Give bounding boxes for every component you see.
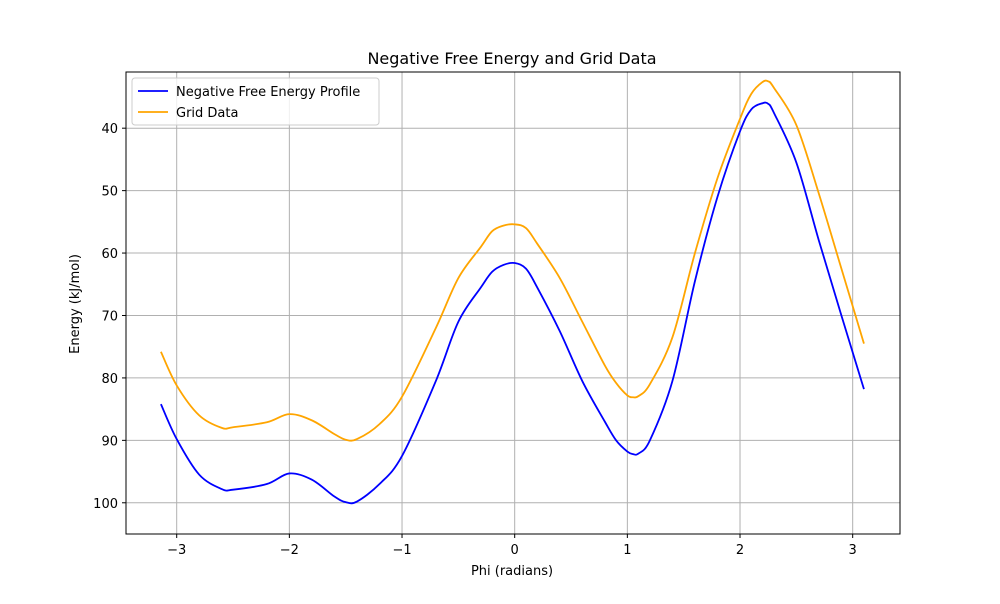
plot-frame bbox=[125, 71, 901, 535]
y-tick-label: 80 bbox=[101, 372, 118, 387]
series-line-2 bbox=[160, 79, 865, 442]
legend-label: Negative Free Energy Profile bbox=[176, 85, 360, 100]
x-tick-label: −3 bbox=[167, 543, 186, 558]
x-tick-label: 1 bbox=[623, 543, 631, 558]
grid-lines bbox=[126, 72, 900, 534]
chart-title: Negative Free Energy and Grid Data bbox=[367, 49, 656, 68]
x-tick-label: 3 bbox=[849, 543, 857, 558]
y-tick-label: 90 bbox=[101, 434, 118, 449]
x-axis-label: Phi (radians) bbox=[471, 564, 553, 579]
legend: Negative Free Energy Profile Grid Data bbox=[131, 77, 380, 126]
y-tick-label: 100 bbox=[93, 497, 118, 512]
legend-box bbox=[131, 77, 380, 126]
y-tick-label: 60 bbox=[101, 247, 118, 262]
y-tick-label: 70 bbox=[101, 309, 118, 324]
y-tick-label: 40 bbox=[101, 122, 118, 137]
y-axis-label: Energy (kJ/mol) bbox=[68, 254, 83, 354]
series-lines bbox=[160, 79, 865, 505]
x-tick-label: −2 bbox=[280, 543, 299, 558]
series-line-1 bbox=[160, 101, 865, 505]
x-tick-label: 0 bbox=[511, 543, 519, 558]
x-tick-label: 2 bbox=[736, 543, 744, 558]
x-tick-label: −1 bbox=[392, 543, 411, 558]
y-tick-label: 50 bbox=[101, 185, 118, 200]
x-axis-ticks: −3 −2 −1 0 1 2 3 bbox=[167, 534, 857, 558]
legend-label: Grid Data bbox=[176, 106, 238, 121]
y-axis-ticks: 40 50 60 70 80 90 100 bbox=[93, 122, 126, 512]
